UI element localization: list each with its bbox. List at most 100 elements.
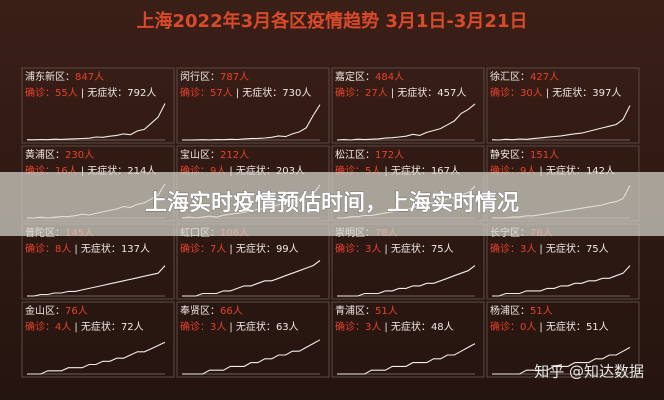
district-total: 212人 [220, 149, 249, 161]
panel-header: 松江区：172人 [335, 148, 404, 161]
asymptomatic-value: 137人 [121, 243, 150, 255]
asymptomatic-value: 457人 [437, 87, 466, 99]
trend-line [26, 103, 166, 141]
district-name: 奉贤区： [180, 304, 220, 317]
confirmed-value: 55人 [55, 87, 78, 99]
panel-breakdown: 确诊：8人 | 无症状：137人 [25, 242, 150, 255]
panel-frame [176, 301, 330, 378]
confirmed-label: 确诊： [25, 242, 55, 255]
asymptomatic-label: | 无症状： [384, 242, 431, 255]
watermark: 知乎 @知达数据 [534, 363, 644, 381]
district-total: 484人 [375, 71, 404, 83]
district-name: 宝山区： [180, 148, 220, 161]
confirmed-value: 3人 [210, 321, 226, 333]
confirmed-label: 确诊： [180, 320, 210, 333]
confirmed-value: 27人 [365, 87, 388, 99]
confirmed-label: 确诊： [335, 320, 365, 333]
trend-line [337, 343, 476, 375]
asymptomatic-label: | 无症状： [81, 86, 128, 99]
asymptomatic-value: 48人 [431, 321, 454, 333]
confirmed-value: 0人 [520, 321, 536, 333]
panel-frame [331, 301, 485, 378]
asymptomatic-value: 99人 [276, 243, 299, 255]
panel-breakdown: 确诊：27人 | 无症状：457人 [335, 86, 466, 99]
asymptomatic-value: 730人 [282, 87, 311, 99]
confirmed-value: 57人 [210, 87, 233, 99]
panel-frame [176, 67, 330, 144]
confirmed-value: 7人 [210, 243, 226, 255]
title: 上海2022年3月各区疫情趋势 3月1日-3月21日 [137, 10, 528, 32]
asymptomatic-value: 51人 [586, 321, 609, 333]
trend-line [337, 265, 476, 297]
trend-line [491, 105, 631, 141]
asymptomatic-label: | 无症状： [229, 320, 276, 333]
asymptomatic-label: | 无症状： [546, 86, 593, 99]
asymptomatic-value: 792人 [127, 87, 156, 99]
panel-header: 青浦区：51人 [335, 304, 398, 317]
trend-line [182, 260, 321, 297]
district-name: 黄浦区： [25, 148, 65, 161]
confirmed-label: 确诊： [490, 86, 520, 99]
confirmed-value: 4人 [55, 321, 71, 333]
district-total: 51人 [375, 305, 398, 317]
confirmed-label: 确诊： [335, 86, 365, 99]
asymptomatic-label: | 无症状： [74, 242, 121, 255]
confirmed-value: 8人 [55, 243, 71, 255]
panel-breakdown: 确诊：7人 | 无症状：99人 [180, 242, 299, 255]
confirmed-value: 3人 [365, 243, 381, 255]
district-name: 青浦区： [335, 304, 375, 317]
asymptomatic-value: 63人 [276, 321, 299, 333]
district-total: 66人 [220, 305, 243, 317]
panel-header: 奉贤区：66人 [180, 304, 243, 317]
trend-line [492, 346, 631, 375]
district-total: 787人 [220, 71, 249, 83]
panel-frame [331, 67, 485, 144]
confirmed-value: 3人 [365, 321, 381, 333]
panel-header: 嘉定区：484人 [335, 70, 404, 83]
asymptomatic-value: 75人 [586, 243, 609, 255]
panel-breakdown: 确诊：55人 | 无症状：792人 [25, 86, 156, 99]
confirmed-label: 确诊： [25, 86, 55, 99]
panel-breakdown: 确诊：0人 | 无症状：51人 [490, 320, 609, 333]
panel-frame [21, 67, 175, 144]
district-name: 徐汇区： [490, 70, 530, 83]
trend-line [27, 265, 166, 297]
panel-header: 徐汇区：427人 [490, 70, 559, 83]
district-name: 闵行区： [180, 70, 220, 83]
asymptomatic-value: 75人 [431, 243, 454, 255]
district-total: 427人 [530, 71, 559, 83]
confirmed-label: 确诊： [335, 242, 365, 255]
confirmed-label: 确诊： [490, 242, 520, 255]
asymptomatic-label: | 无症状： [74, 320, 121, 333]
panel-breakdown: 确诊：3人 | 无症状：75人 [490, 242, 609, 255]
panel-breakdown: 确诊：30人 | 无症状：397人 [490, 86, 621, 99]
confirmed-value: 3人 [520, 243, 536, 255]
panel-header: 黄浦区：230人 [25, 148, 94, 161]
asymptomatic-label: | 无症状： [384, 320, 431, 333]
panel-header: 杨浦区：51人 [490, 304, 553, 317]
panel-header: 宝山区：212人 [180, 148, 249, 161]
district-name: 杨浦区： [490, 304, 530, 317]
panel-frame [486, 67, 640, 144]
district-name: 静安区： [490, 148, 530, 161]
panel-header: 闵行区：787人 [180, 70, 249, 83]
trend-line [182, 339, 321, 375]
trend-line [27, 341, 166, 375]
panel-header: 金山区：76人 [25, 304, 88, 317]
banner: 上海实时疫情预估时间，上海实时情况 [0, 172, 664, 236]
panel-header: 浦东新区：847人 [25, 70, 104, 83]
district-total: 230人 [65, 149, 94, 161]
confirmed-label: 确诊： [25, 320, 55, 333]
panel-frame [486, 301, 640, 378]
panel-breakdown: 确诊：3人 | 无症状：48人 [335, 320, 454, 333]
